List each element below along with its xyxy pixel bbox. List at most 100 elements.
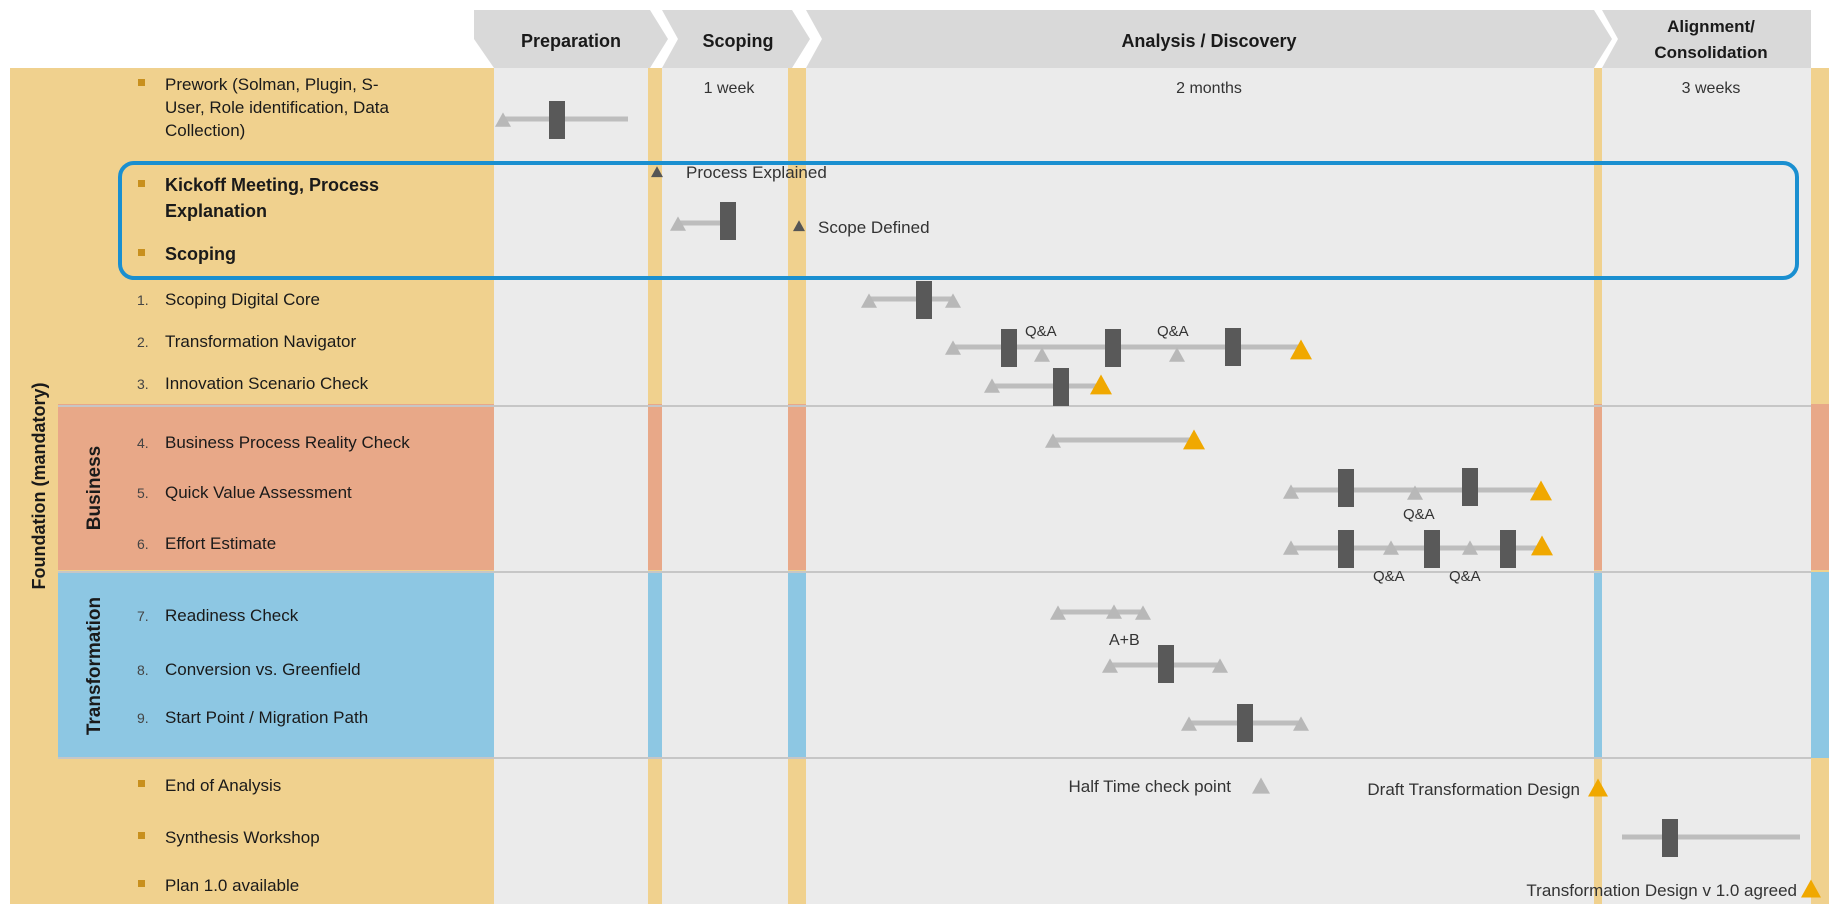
preparation-column (494, 68, 648, 904)
milestone-triangle (1407, 485, 1423, 500)
timeline-marks (495, 101, 1821, 898)
label-transformation-design-agreed: Transformation Design v 1.0 agreed (1526, 881, 1797, 900)
duration-alignment: 3 weeks (1682, 80, 1741, 97)
activity-bar (1158, 645, 1174, 683)
milestone-orange (1530, 480, 1552, 501)
duration-analysis: 2 months (1176, 80, 1242, 97)
row-conversion-vs-greenfield: 8. Conversion vs. Greenfield (137, 660, 361, 679)
row-label-line: Business Process Reality Check (165, 433, 410, 452)
row-scoping-digital-core: 1. Scoping Digital Core (137, 290, 320, 309)
milestone-triangle (984, 378, 1000, 393)
duration-scoping: 1 week (704, 80, 756, 97)
activity-bar (1500, 530, 1516, 568)
side-label-foundation-text: Foundation (mandatory) (29, 383, 49, 590)
row-readiness-check: 7. Readiness Check (137, 606, 299, 625)
milestone-triangle (1169, 347, 1185, 362)
milestone-triangle (861, 293, 877, 308)
activity-bar (1105, 329, 1121, 367)
milestone-draft-design (1588, 778, 1608, 797)
row-label-line: End of Analysis (165, 776, 281, 795)
row-label-line: Plan 1.0 available (165, 876, 299, 895)
row-label-line: Scoping Digital Core (165, 290, 320, 309)
activity-bar (1338, 530, 1354, 568)
milestone-triangle (1283, 484, 1299, 499)
activity-bar (549, 101, 565, 139)
activity-bar (1001, 329, 1017, 367)
bullet-square-icon (138, 780, 145, 787)
bullet-number: 7. (137, 608, 149, 624)
row-kickoff: Kickoff Meeting, Process Explanation (138, 175, 379, 221)
label-qa-effort-1: Q&A (1373, 568, 1405, 585)
row-label-line: User, Role identification, Data (165, 98, 389, 117)
row-label-line: Prework (Solman, Plugin, S- (165, 75, 379, 94)
highlight-kickoff-scoping (118, 161, 1799, 280)
label-qa-effort-2: Q&A (1449, 568, 1481, 585)
activity-list: Prework (Solman, Plugin, S- User, Role id… (137, 75, 410, 895)
scoping-column (662, 68, 788, 904)
activity-bar (1662, 819, 1678, 857)
bullet-number: 1. (137, 292, 149, 308)
activity-bar (1237, 704, 1253, 742)
row-label-line: Kickoff Meeting, Process (165, 175, 379, 195)
row-label-line: Readiness Check (165, 606, 299, 625)
row-synthesis-workshop: Synthesis Workshop (138, 828, 320, 847)
row-plan-available: Plan 1.0 available (138, 876, 299, 895)
row-label-line: Conversion vs. Greenfield (165, 660, 361, 679)
milestone-triangle (1106, 604, 1122, 619)
bullet-number: 8. (137, 662, 149, 678)
row-effort-estimate: 6. Effort Estimate (137, 534, 276, 553)
alignment-column (1602, 68, 1811, 904)
activity-bar (1424, 530, 1440, 568)
row-label-line: Quick Value Assessment (165, 483, 352, 502)
bullet-square-icon (138, 180, 145, 187)
label-scope-defined: Scope Defined (818, 218, 930, 237)
bullet-square-icon (138, 832, 145, 839)
phase-chevron-scoping (662, 10, 810, 68)
row-start-point-migration-path: 9. Start Point / Migration Path (137, 708, 368, 727)
label-qa-quick-value: Q&A (1403, 506, 1435, 523)
bullet-square-icon (138, 249, 145, 256)
milestone-half-time (1252, 777, 1270, 794)
label-qa-navigator-1: Q&A (1025, 323, 1057, 340)
milestone-triangle (1050, 605, 1066, 620)
bullet-square-icon (138, 880, 145, 887)
milestone-triangle (1034, 347, 1050, 362)
milestone-process-explained (651, 166, 663, 178)
label-process-explained: Process Explained (686, 163, 827, 182)
bullet-number: 3. (137, 376, 149, 392)
activity-bar (720, 202, 736, 240)
row-scoping: Scoping (138, 244, 236, 264)
label-half-time-check-point: Half Time check point (1068, 777, 1231, 796)
milestone-triangle (1135, 605, 1151, 620)
milestone-triangle (945, 340, 961, 355)
milestone-triangle (1102, 658, 1118, 673)
milestone-triangle (1181, 716, 1197, 731)
milestone-triangle (1283, 540, 1299, 555)
bullet-number: 5. (137, 485, 149, 501)
phase-header: Preparation Scoping Analysis / Discovery… (474, 10, 1811, 68)
row-label-line: Explanation (165, 201, 267, 221)
side-label-transformation: Transformation (84, 597, 105, 735)
activity-bar (1053, 368, 1069, 406)
row-transformation-navigator: 2. Transformation Navigator (137, 332, 357, 351)
phase-label-alignment-line2: Consolidation (1654, 43, 1767, 62)
activity-bar (1462, 468, 1478, 506)
activity-bar (1225, 328, 1241, 366)
phase-label-analysis: Analysis / Discovery (1121, 31, 1296, 51)
bullet-number: 6. (137, 536, 149, 552)
label-qa-navigator-2: Q&A (1157, 323, 1189, 340)
phase-label-preparation: Preparation (521, 31, 621, 51)
row-label-line: Transformation Navigator (165, 332, 357, 351)
phase-chevron-alignment (1602, 10, 1811, 68)
activity-bar (1338, 469, 1354, 507)
milestone-labels: Process Explained Scope Defined Q&A Q&A … (686, 163, 1797, 900)
row-label-line: Scoping (165, 244, 236, 264)
side-label-foundation: Foundation (mandatory) (29, 383, 49, 590)
label-draft-transformation-design: Draft Transformation Design (1367, 780, 1580, 799)
milestone-orange (1290, 339, 1312, 360)
milestone-triangle (1293, 716, 1309, 731)
row-label-line: Effort Estimate (165, 534, 276, 553)
row-prework: Prework (Solman, Plugin, S- User, Role id… (138, 75, 389, 140)
milestone-orange (1531, 535, 1553, 556)
label-a-plus-b: A+B (1109, 632, 1140, 649)
